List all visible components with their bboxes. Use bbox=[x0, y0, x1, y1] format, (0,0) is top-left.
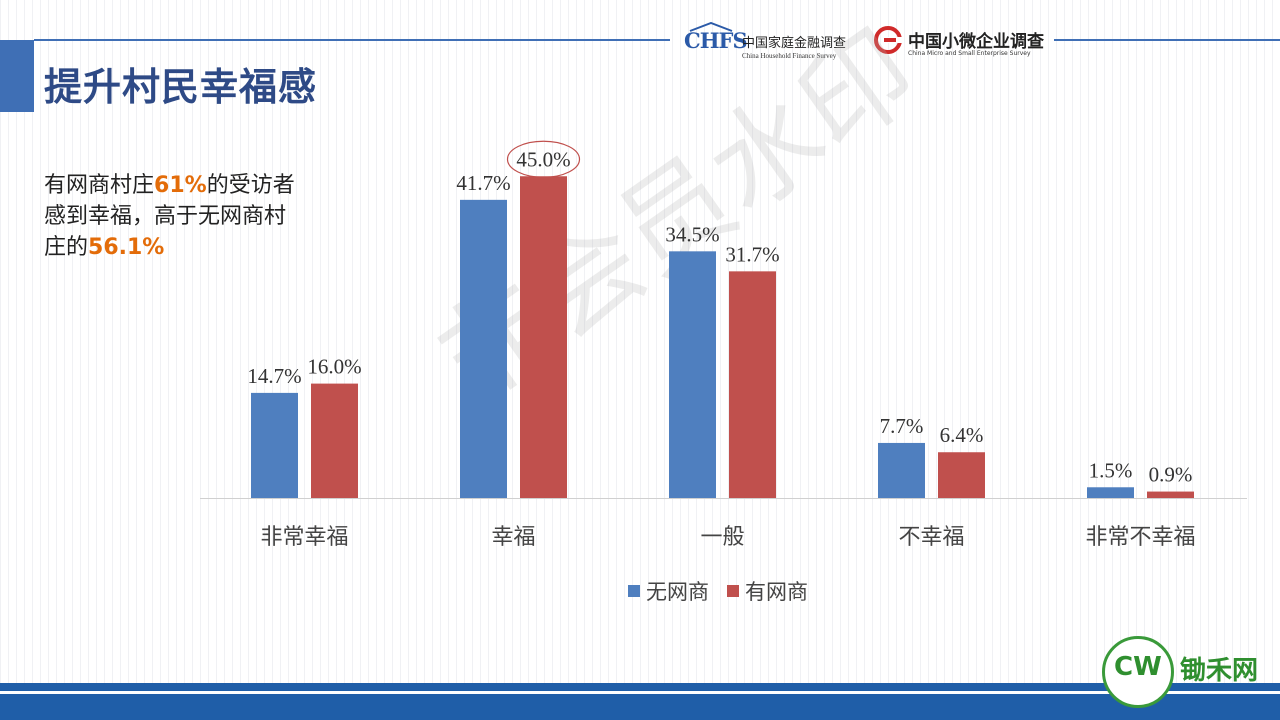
cmes-name-cn: 中国小微企业调查 bbox=[908, 32, 1044, 52]
legend-swatch-no bbox=[628, 585, 640, 597]
bar-no-0 bbox=[251, 392, 298, 498]
chfs-logo: CHFS 中国家庭金融调查 China Household Finance Su… bbox=[684, 22, 874, 62]
legend-item-yes: 有网商 bbox=[727, 576, 808, 606]
legend-label-no: 无网商 bbox=[646, 580, 709, 604]
title-accent-block bbox=[0, 40, 34, 112]
bar-yes-4 bbox=[1147, 491, 1194, 498]
header-line-left bbox=[34, 39, 670, 41]
data-label-yes-2: 31.7% bbox=[725, 242, 779, 266]
legend-swatch-yes bbox=[727, 585, 739, 597]
bar-yes-3 bbox=[938, 452, 985, 498]
summary-text: 有网商村庄61%的受访者感到幸福，高于无网商村庄的56.1% bbox=[44, 170, 304, 263]
category-label-3: 不幸福 bbox=[898, 525, 964, 550]
bar-no-2 bbox=[669, 251, 716, 498]
highlight-circle-1 bbox=[506, 140, 581, 178]
page-title: 提升村民幸福感 bbox=[44, 65, 318, 109]
bar-no-3 bbox=[878, 442, 925, 498]
data-label-yes-4: 0.9% bbox=[1149, 463, 1193, 487]
data-label-no-3: 7.7% bbox=[880, 414, 924, 438]
category-label-0: 非常幸福 bbox=[260, 525, 348, 550]
chuhe-emblem-icon bbox=[1102, 636, 1174, 708]
data-label-yes-1: 45.0% bbox=[516, 147, 570, 171]
legend-label-yes: 有网商 bbox=[745, 580, 808, 604]
chart-legend: 无网商 有网商 bbox=[628, 576, 808, 606]
cmes-emblem-icon bbox=[874, 26, 902, 54]
data-label-no-2: 34.5% bbox=[665, 222, 719, 246]
summary-highlight-56: 56.1% bbox=[88, 235, 165, 260]
cmes-name-en: China Micro and Small Enterprise Survey bbox=[908, 50, 1031, 57]
house-roof-icon bbox=[689, 22, 733, 32]
category-label-1: 幸福 bbox=[491, 525, 535, 550]
header-line-right bbox=[1054, 39, 1280, 41]
category-label-4: 非常不幸福 bbox=[1085, 525, 1195, 550]
bar-yes-2 bbox=[729, 271, 776, 498]
chfs-name-en: China Household Finance Survey bbox=[742, 52, 837, 60]
bar-yes-1 bbox=[520, 176, 567, 498]
category-label-2: 一般 bbox=[700, 525, 744, 550]
bar-no-4 bbox=[1087, 487, 1134, 498]
chuhe-name: 锄禾网 bbox=[1180, 656, 1259, 686]
cmes-logo: 中国小微企业调查 China Micro and Small Enterpris… bbox=[874, 24, 1054, 62]
chfs-mark: CHFS bbox=[684, 28, 748, 53]
legend-item-no: 无网商 bbox=[628, 576, 709, 606]
summary-highlight-61: 61% bbox=[154, 173, 207, 198]
bar-no-1 bbox=[460, 199, 507, 498]
data-label-no-0: 14.7% bbox=[247, 364, 301, 388]
summary-part2: 的受访者感到幸福，高于无网商村庄的 bbox=[44, 173, 295, 260]
data-label-yes-3: 6.4% bbox=[940, 423, 984, 447]
chuhe-logo: CW 锄禾网 bbox=[1100, 634, 1280, 714]
bar-yes-0 bbox=[311, 383, 358, 498]
data-label-yes-0: 16.0% bbox=[307, 355, 361, 379]
data-label-no-1: 41.7% bbox=[456, 171, 510, 195]
summary-part1: 有网商村庄 bbox=[44, 173, 155, 198]
footer-separator bbox=[0, 691, 1280, 694]
footer-band-top bbox=[0, 683, 1280, 691]
chuhe-emblem-mark-icon: CW bbox=[1114, 652, 1162, 682]
chfs-name-cn: 中国家庭金融调查 bbox=[742, 36, 847, 51]
footer-band-bottom bbox=[0, 694, 1280, 720]
data-label-no-4: 1.5% bbox=[1089, 458, 1133, 482]
